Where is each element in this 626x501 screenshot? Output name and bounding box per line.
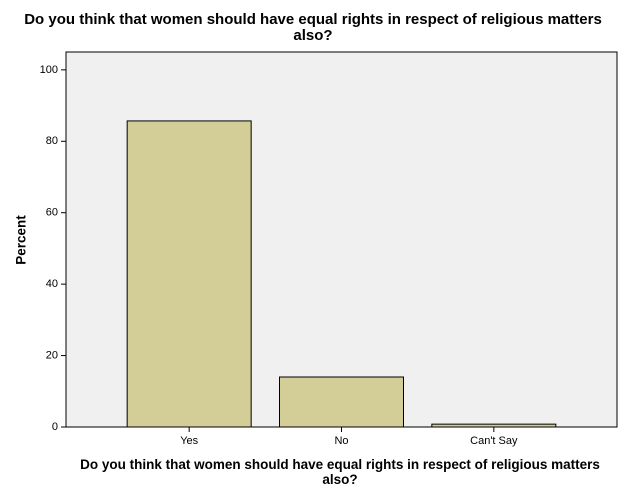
y-tick-label: 40 — [46, 278, 58, 290]
bar — [431, 423, 557, 428]
x-tick-label: Can't Say — [470, 435, 518, 447]
y-tick-label: 80 — [46, 135, 58, 147]
x-axis-label: Do you think that women should have equa… — [80, 457, 600, 487]
y-tick-label: 0 — [52, 421, 58, 433]
x-tick-label: Yes — [180, 435, 198, 447]
x-tick-label: No — [334, 435, 348, 447]
bar — [279, 376, 404, 428]
chart-title: Do you think that women should have equa… — [24, 11, 602, 44]
bar — [126, 120, 252, 428]
y-tick-label: 20 — [46, 349, 58, 361]
y-axis-label: Percent — [14, 215, 29, 265]
y-tick-label: 100 — [40, 64, 58, 76]
y-tick-label: 60 — [46, 207, 58, 219]
